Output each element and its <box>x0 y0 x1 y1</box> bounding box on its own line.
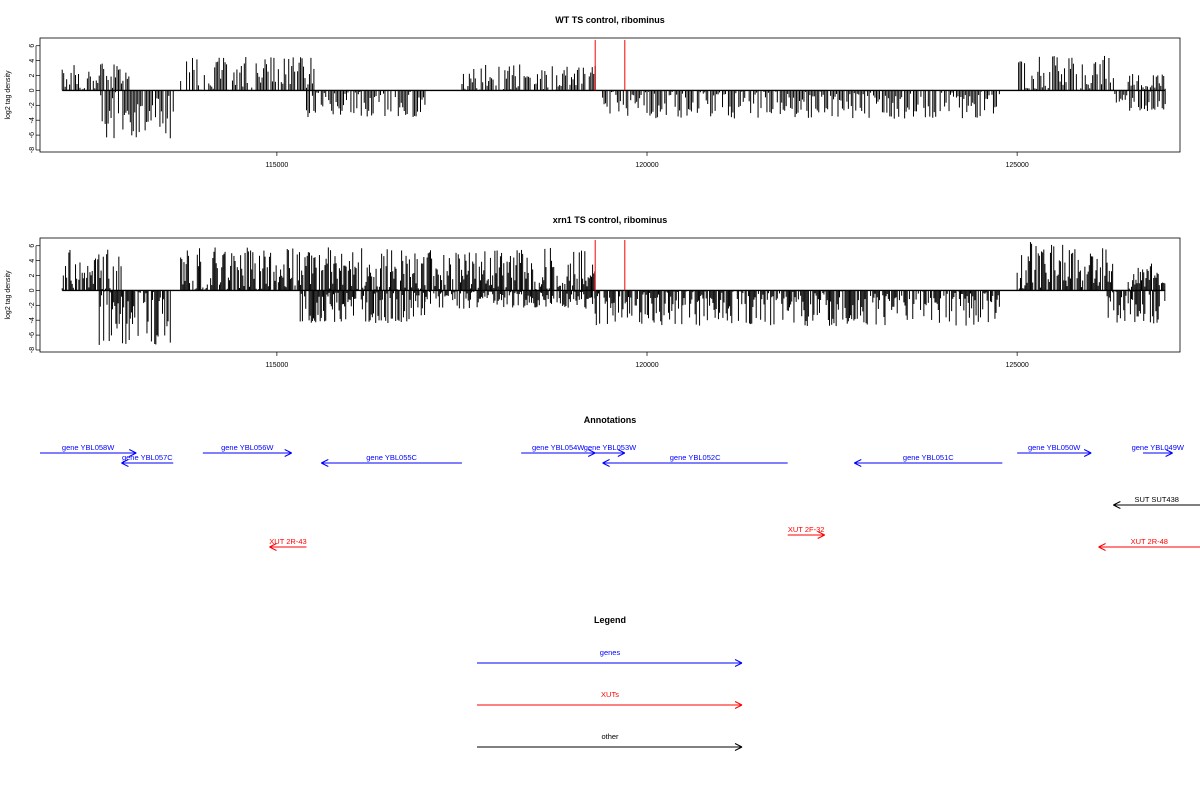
signal-panel-1: WT TS control, ribominus -8 -6 -4 -2 0 2 4 6 log2… <box>5 15 1181 169</box>
feature-gene-ybl054w: gene YBL054W <box>521 443 596 457</box>
feature-gene-ybl052c: gene YBL052C <box>602 453 788 467</box>
legend-item-xuts: XUTs <box>477 690 743 709</box>
feature-gene-ybl055c: gene YBL055C <box>321 453 462 467</box>
signal-panels: WT TS control, ribominus -8 -6 -4 -2 0 2 4 6 log2… <box>5 15 1181 369</box>
y-tick-label: -6 <box>29 332 36 338</box>
y-tick-label: 2 <box>29 73 36 77</box>
feature-sut-sut438: SUT SUT438 <box>1113 495 1200 509</box>
legend-label: other <box>601 732 619 741</box>
feature-label: gene YBL053W <box>584 443 637 452</box>
feature-label: gene YBL056W <box>221 443 274 452</box>
feature-label: gene YBL057C <box>122 453 173 462</box>
feature-label: gene YBL058W <box>62 443 115 452</box>
y-tick-label: -2 <box>29 102 36 108</box>
feature-gene-ybl053w: gene YBL053W <box>584 443 637 457</box>
annotation-track: gene YBL058W gene YBL057C gene YBL056W gene… <box>40 443 1200 551</box>
feature-gene-ybl056w: gene YBL056W <box>202 443 292 457</box>
feature-gene-ybl057c: gene YBL057C <box>121 453 173 467</box>
y-tick-label: -4 <box>29 317 36 323</box>
y-tick-label: 6 <box>29 44 36 48</box>
y-tick-label: 4 <box>29 59 36 63</box>
y-tick-label: 0 <box>29 288 36 292</box>
x-tick-label: 120000 <box>635 162 658 169</box>
feature-gene-ybl058w: gene YBL058W <box>40 443 137 457</box>
feature-label: XUT 2R-43 <box>269 537 306 546</box>
feature-label: SUT SUT438 <box>1134 495 1178 504</box>
feature-xut-2r-43: XUT 2R-43 <box>269 537 307 551</box>
legend-label: XUTs <box>601 690 619 699</box>
legend-item-other: other <box>477 732 743 751</box>
feature-label: XUT 2F-32 <box>788 525 825 534</box>
signal-bars <box>61 55 1166 139</box>
plot-frame <box>39 237 1181 353</box>
y-axis-label: log2 tag density <box>5 270 12 320</box>
x-tick-label: 115000 <box>265 362 288 369</box>
feature-xut-2f-32: XUT 2F-32 <box>787 525 825 539</box>
panel-title: xrn1 TS control, ribominus <box>553 215 668 225</box>
y-tick-label: -4 <box>29 117 36 123</box>
annotations-title: Annotations <box>584 415 637 425</box>
feature-label: gene YBL050W <box>1028 443 1081 452</box>
y-axis-label: log2 tag density <box>5 70 12 120</box>
feature-label: gene YBL055C <box>366 453 417 462</box>
signal-panel-2: xrn1 TS control, ribominus -8 -6 -4 -2 0 2 4 6 lo… <box>5 215 1181 369</box>
legend-label: genes <box>600 648 621 657</box>
signal-bars <box>61 242 1166 345</box>
y-tick-label: -2 <box>29 302 36 308</box>
x-tick-label: 115000 <box>265 162 288 169</box>
y-tick-label: 4 <box>29 259 36 263</box>
x-tick-label: 120000 <box>635 362 658 369</box>
feature-label: XUT 2R-48 <box>1131 537 1168 546</box>
feature-gene-ybl049w: gene YBL049W <box>1132 443 1185 457</box>
feature-gene-ybl050w: gene YBL050W <box>1017 443 1092 457</box>
x-tick-label: 125000 <box>1005 362 1028 369</box>
feature-gene-ybl051c: gene YBL051C <box>854 453 1003 467</box>
panel-title: WT TS control, ribominus <box>555 15 665 25</box>
y-tick-label: 2 <box>29 273 36 277</box>
y-tick-label: -6 <box>29 132 36 138</box>
legend-title: Legend <box>594 615 626 625</box>
y-tick-label: 0 <box>29 88 36 92</box>
y-tick-label: -8 <box>29 147 36 153</box>
feature-label: gene YBL052C <box>670 453 721 462</box>
feature-label: gene YBL054W <box>532 443 585 452</box>
feature-xut-2r-48: XUT 2R-48 <box>1098 537 1200 551</box>
feature-label: gene YBL051C <box>903 453 954 462</box>
plot-frame <box>39 37 1181 153</box>
y-tick-label: -8 <box>29 347 36 353</box>
feature-label: gene YBL049W <box>1132 443 1185 452</box>
legend: genes XUTs other <box>477 648 743 751</box>
y-tick-label: 6 <box>29 244 36 248</box>
x-tick-label: 125000 <box>1005 162 1028 169</box>
legend-item-genes: genes <box>477 648 743 667</box>
